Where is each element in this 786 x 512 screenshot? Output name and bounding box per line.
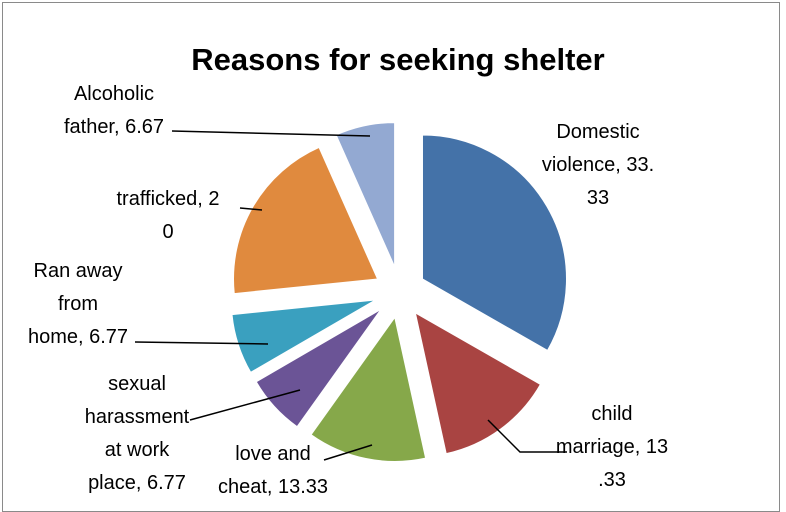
pie-slice-sexual-harassment-at-work-place	[255, 309, 382, 428]
chart-title: Reasons for seeking shelter	[191, 42, 605, 77]
data-label-love-and-cheat: love and cheat, 13.33	[218, 443, 328, 498]
leader-line-alcoholic-father	[171, 130, 371, 137]
data-label-child-marriage: child marriage, 13.33	[556, 403, 668, 491]
data-label-domestic-violence: Domestic violence, 33. 33	[542, 121, 654, 209]
pie-slice-trafficked	[233, 146, 379, 295]
data-label-sexual-harassment-at-work-place: sexual harassment at work place, 6.77	[85, 373, 190, 494]
leader-line-trafficked	[239, 207, 263, 211]
data-label-alcoholic-father: Alcoholic father, 6.67	[64, 83, 164, 138]
leader-line-child-marriage	[487, 419, 567, 453]
data-label-ran-away-from-home: Ran away from home, 6.77	[28, 260, 128, 348]
pie-slice-child-marriage	[414, 311, 542, 455]
leader-line-ran-away-from-home	[134, 341, 269, 345]
leader-line-love-and-cheat	[323, 444, 373, 461]
pie-slice-ran-away-from-home	[231, 299, 376, 374]
leader-line-sexual-harassment-at-work-place	[189, 389, 301, 421]
pie-slice-love-and-cheat	[310, 316, 427, 462]
pie-slice-domestic-violence	[421, 134, 567, 352]
